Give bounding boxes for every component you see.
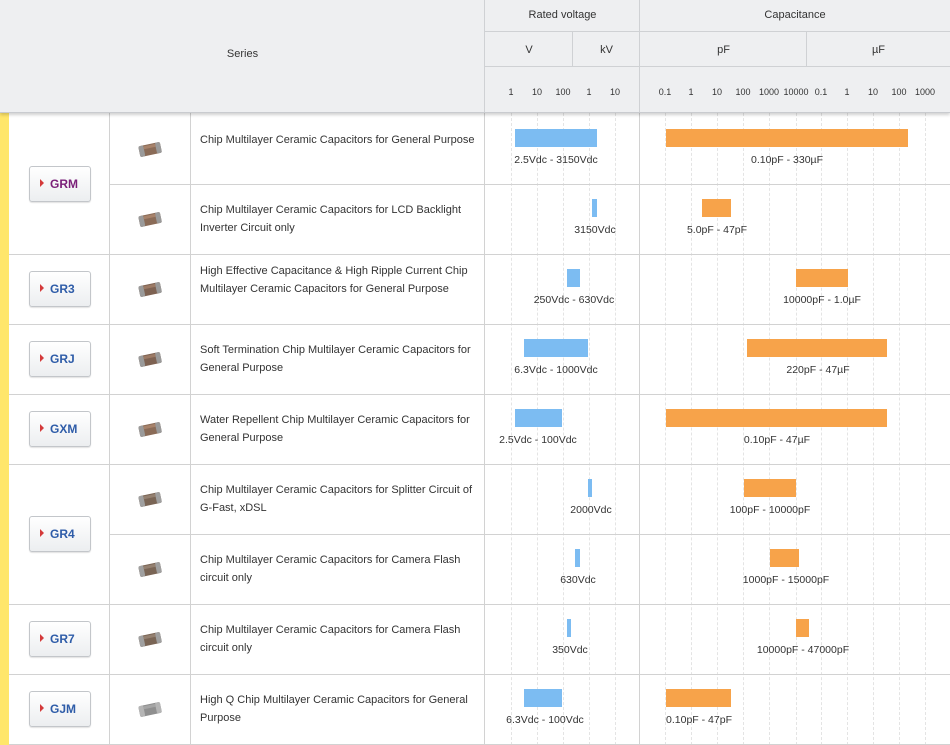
series-button-gr7[interactable]: GR7 (29, 621, 91, 657)
voltage-range-bar (592, 199, 597, 217)
capacitance-tick: 1 (688, 87, 694, 97)
capacitance-range-label: 0.10pF - 47µF (743, 434, 811, 446)
capacitor-chip-image (138, 352, 162, 367)
capacitor-chip-image (138, 632, 162, 647)
capacitance-tick: 0.1 (658, 87, 672, 97)
product-description[interactable]: Chip Multilayer Ceramic Capacitors for C… (200, 554, 461, 584)
capacitance-tick: 10 (711, 87, 723, 97)
table-header: Series Rated voltage Capacitance V kV pF… (0, 0, 950, 113)
capacitance-tick: 1 (844, 87, 850, 97)
capacitance-range-bar (666, 129, 908, 147)
capacitance-range-bar (744, 479, 796, 497)
capacitance-range-label: 0.10pF - 330µF (750, 154, 824, 166)
voltage-range-label: 350Vdc (552, 644, 588, 656)
series-button-gr4[interactable]: GR4 (29, 516, 91, 552)
voltage-range-label: 2000Vdc (570, 504, 612, 516)
capacitance-range-label: 5.0pF - 47pF (686, 224, 748, 236)
voltage-tick: 1 (586, 87, 592, 97)
capacitance-range-label: 10000pF - 1.0µF (783, 294, 861, 306)
capacitance-tick: 10 (867, 87, 879, 97)
voltage-range-label: 2.5Vdc - 100Vdc (499, 434, 577, 446)
arrow-right-icon (40, 704, 44, 712)
arrow-right-icon (40, 424, 44, 432)
capacitance-range-bar (796, 269, 848, 287)
capacitance-range-bar (770, 549, 799, 567)
voltage-tick: 100 (555, 87, 571, 97)
capacitance-tick: 1000 (914, 87, 936, 97)
voltage-range-bar (575, 549, 580, 567)
capacitance-range-bar (666, 409, 887, 427)
capacitance-range-bar (666, 689, 731, 707)
voltage-range-label: 6.3Vdc - 100Vdc (506, 714, 584, 726)
voltage-tick: 10 (609, 87, 621, 97)
voltage-unit-kv: kV (600, 44, 613, 56)
product-description[interactable]: Chip Multilayer Ceramic Capacitors for L… (200, 204, 462, 234)
product-description[interactable]: Soft Termination Chip Multilayer Ceramic… (200, 344, 471, 374)
capacitor-chip-image (138, 492, 162, 507)
capacitor-chip-image (138, 562, 162, 577)
capacitance-range-bar (796, 619, 809, 637)
capacitance-range-label: 100pF - 10000pF (729, 504, 811, 516)
arrow-right-icon (40, 284, 44, 292)
voltage-range-bar (515, 129, 597, 147)
series-button-grm[interactable]: GRM (29, 166, 91, 202)
capacitor-chip-image (138, 142, 162, 157)
capacitance-tick: 10000 (783, 87, 809, 97)
capacitance-tick: 0.1 (814, 87, 828, 97)
series-button-grj[interactable]: GRJ (29, 341, 91, 377)
product-description[interactable]: High Q Chip Multilayer Ceramic Capacitor… (200, 694, 468, 724)
series-button-gxm[interactable]: GXM (29, 411, 91, 447)
capacitance-tick: 100 (891, 87, 907, 97)
voltage-tick: 1 (508, 87, 514, 97)
capacitance-unit-uf: µF (871, 44, 886, 56)
product-description[interactable]: Chip Multilayer Ceramic Capacitors for C… (200, 624, 461, 654)
rated-voltage-header: Rated voltage (528, 9, 597, 21)
arrow-right-icon (40, 179, 44, 187)
series-column-header: Series (226, 48, 259, 60)
capacitor-chip-image (138, 702, 162, 717)
capacitance-tick: 100 (735, 87, 751, 97)
capacitance-range-label: 220pF - 47µF (786, 364, 850, 376)
voltage-range-bar (515, 409, 562, 427)
left-accent-stripe (0, 113, 9, 745)
arrow-right-icon (40, 634, 44, 642)
capacitance-range-bar (747, 339, 887, 357)
capacitance-range-bar (702, 199, 731, 217)
capacitor-chip-image (138, 212, 162, 227)
voltage-range-label: 6.3Vdc - 1000Vdc (514, 364, 598, 376)
voltage-range-label: 3150Vdc (574, 224, 616, 236)
voltage-unit-v: V (525, 44, 533, 56)
series-button-gr3[interactable]: GR3 (29, 271, 91, 307)
voltage-range-bar (567, 269, 580, 287)
series-button-gjm[interactable]: GJM (29, 691, 91, 727)
capacitor-chip-image (138, 282, 162, 297)
capacitance-header: Capacitance (764, 9, 826, 21)
product-description[interactable]: Chip Multilayer Ceramic Capacitors for S… (200, 484, 473, 514)
arrow-right-icon (40, 529, 44, 537)
voltage-range-label: 2.5Vdc - 3150Vdc (514, 154, 598, 166)
capacitance-range-label: 10000pF - 47000pF (756, 644, 850, 656)
voltage-tick: 10 (531, 87, 543, 97)
product-description[interactable]: Water Repellent Chip Multilayer Ceramic … (200, 414, 470, 444)
capacitance-unit-pf: pF (717, 44, 730, 56)
arrow-right-icon (40, 354, 44, 362)
voltage-range-bar (588, 479, 592, 497)
capacitance-range-label: 0.10pF - 47pF (666, 714, 732, 726)
voltage-range-bar (524, 339, 588, 357)
product-description[interactable]: High Effective Capacitance & High Ripple… (200, 265, 468, 295)
voltage-range-label: 250Vdc - 630Vdc (533, 294, 615, 306)
voltage-range-bar (524, 689, 562, 707)
voltage-range-bar (567, 619, 571, 637)
capacitor-chip-image (138, 422, 162, 437)
product-description[interactable]: Chip Multilayer Ceramic Capacitors for G… (200, 134, 475, 146)
capacitance-range-label: 1000pF - 15000pF (742, 574, 830, 586)
capacitance-tick: 1000 (758, 87, 780, 97)
voltage-range-label: 630Vdc (560, 574, 596, 586)
